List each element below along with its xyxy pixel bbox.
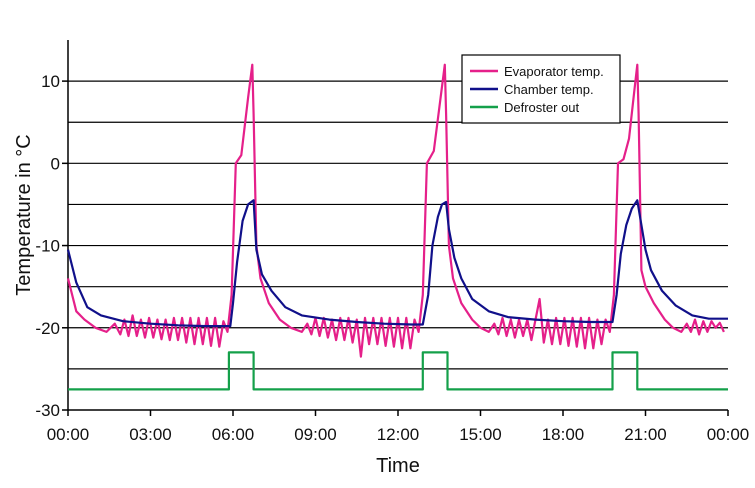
y-tick-label-0: 10 bbox=[41, 72, 60, 91]
legend-label-defroster-out: Defroster out bbox=[504, 100, 580, 115]
x-tick-label-2: 06:00 bbox=[212, 425, 255, 444]
x-tick-label-4: 12:00 bbox=[377, 425, 420, 444]
y-tick-label-1: 0 bbox=[51, 154, 60, 173]
series-line-chamber-temp bbox=[66, 199, 728, 328]
y-tick-label-2: -10 bbox=[35, 237, 60, 256]
legend-label-chamber-temp: Chamber temp. bbox=[504, 82, 594, 97]
legend: Evaporator temp. Chamber temp. Defroster o… bbox=[461, 54, 621, 124]
x-tick-label-5: 15:00 bbox=[459, 425, 502, 444]
x-tick-label-3: 09:00 bbox=[294, 425, 337, 444]
x-tick-label-8: 00:00 bbox=[707, 425, 750, 444]
x-tick-label-6: 18:00 bbox=[542, 425, 585, 444]
x-tick-label-1: 03:00 bbox=[129, 425, 172, 444]
y-tick-label-4: -30 bbox=[35, 401, 60, 420]
series-line-defroster-out bbox=[68, 351, 728, 391]
series-line-evaporator-temp bbox=[66, 63, 725, 358]
x-tick-label-7: 21:00 bbox=[624, 425, 667, 444]
gridlines bbox=[68, 80, 728, 370]
axes: 10 0 -10 -20 -30 00:00 03:00 06:00 09:00 12:00 15:… bbox=[35, 40, 749, 444]
y-tick-label-3: -20 bbox=[35, 319, 60, 338]
x-axis-title: Time bbox=[376, 455, 420, 477]
series-lines bbox=[66, 63, 728, 391]
legend-label-evaporator-temp: Evaporator temp. bbox=[504, 64, 604, 79]
y-axis-title: Temperature in °C bbox=[13, 134, 35, 295]
x-tick-label-0: 00:00 bbox=[47, 425, 90, 444]
